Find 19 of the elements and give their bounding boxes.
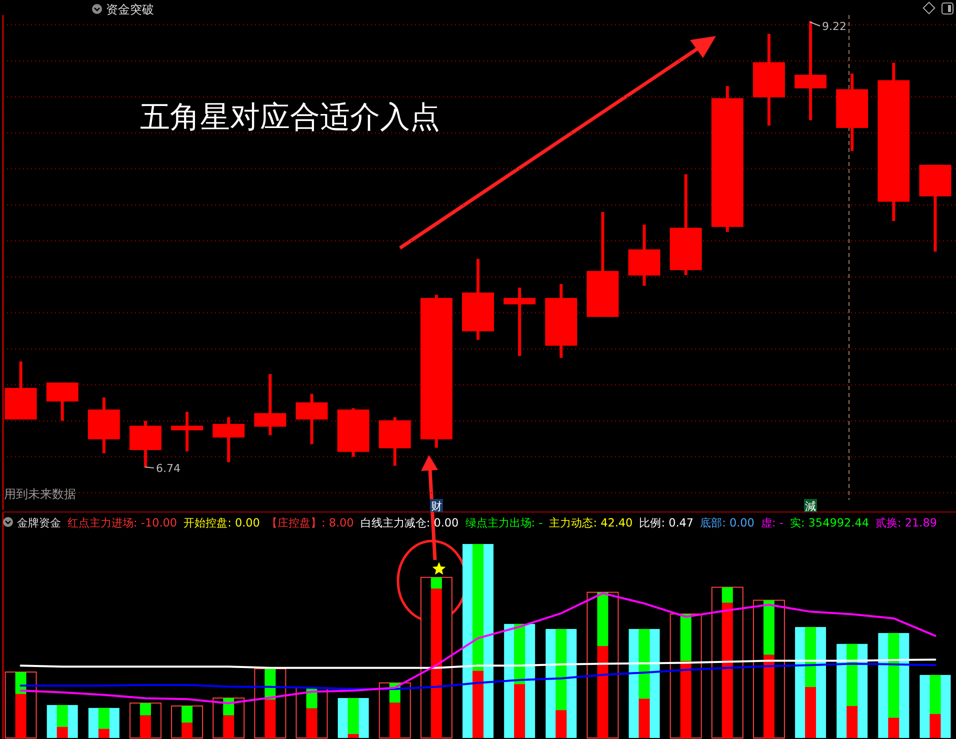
text: 主力动态: 42.40 <box>549 516 633 530</box>
text: 白线主力减仓: 0.00 <box>360 516 459 530</box>
text: 虚: - <box>761 516 784 530</box>
text: 实: 354992.44 <box>790 516 869 530</box>
chart-title: 资金突破 <box>106 2 154 16</box>
text: 【庄控盘】: 8.00 <box>266 516 354 530</box>
text: 绿点主力出场: - <box>465 516 543 530</box>
text: 开始控盘: 0.00 <box>184 516 260 530</box>
annotation: 五角星对应合适介入点 <box>140 100 440 135</box>
text: 減 <box>805 500 816 513</box>
annotation: 6.74 <box>156 462 180 475</box>
text: 红点主力进场: -10.00 <box>68 516 178 530</box>
text: 贰换: 21.89 <box>876 516 937 530</box>
text: 底部: 0.00 <box>700 516 754 530</box>
text: 财 <box>430 500 442 513</box>
text: 比例: 0.47 <box>639 516 694 530</box>
annotation: 用到未来数据 <box>4 487 76 501</box>
chart-title: 金牌资金 <box>17 516 61 530</box>
annotation: 9.22 <box>822 20 846 33</box>
